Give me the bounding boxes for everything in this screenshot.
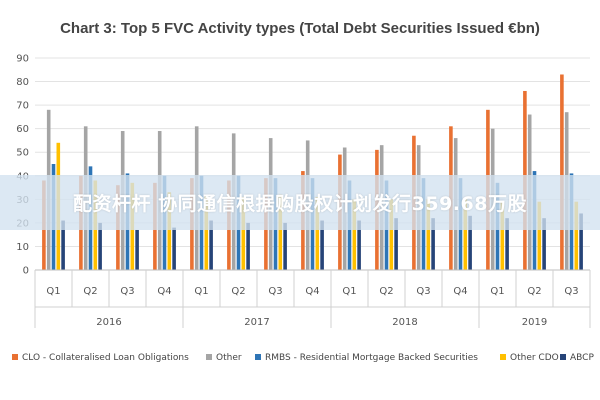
bar-abcp: [320, 220, 324, 270]
x-year-label: 2017: [244, 317, 269, 328]
legend-label: ABCP: [570, 353, 594, 363]
bar-abcp: [172, 227, 176, 270]
bar-abcp: [542, 218, 546, 270]
bar-abcp: [394, 218, 398, 270]
bar-abcp: [283, 222, 287, 270]
bar-abcp: [246, 222, 250, 270]
legend: CLO - Collateralised Loan Obligations Oth…: [12, 353, 594, 363]
x-tick-label: Q3: [564, 286, 578, 297]
legend-label: CLO - Collateralised Loan Obligations: [22, 353, 189, 363]
x-tick-label: Q1: [46, 286, 60, 297]
y-tick-label: 10: [16, 242, 29, 253]
bar-abcp: [431, 218, 435, 270]
bar-abcp: [579, 213, 583, 270]
overlay-banner-text: 配资杆杆 协同通信根据购股权计划发行359.68万股: [73, 193, 527, 215]
y-tick-label: 60: [16, 124, 29, 135]
x-tick-label: Q4: [157, 286, 171, 297]
x-tick-label: Q2: [527, 286, 541, 297]
x-tick-label: Q3: [416, 286, 430, 297]
chart-title: Chart 3: Top 5 FVC Activity types (Total…: [60, 20, 540, 37]
bar-other: [537, 201, 542, 270]
x-year-label: 2018: [392, 317, 417, 328]
y-tick-label: 90: [16, 54, 29, 65]
bar-other: [241, 196, 246, 270]
x-tick-label: Q1: [194, 286, 208, 297]
legend-swatch: [560, 354, 566, 360]
bar-abcp: [357, 220, 361, 270]
bar-abcp: [135, 229, 139, 270]
x-tick-label: Q3: [120, 286, 134, 297]
legend-swatch: [255, 354, 261, 360]
x-year-label: 2016: [96, 317, 121, 328]
x-axis: Q1 Q2 Q3 Q4 Q1 Q2 Q3 Q4 Q1 Q2 Q3 Q4 Q1 Q2 Q3 2016 2017 20…: [34, 269, 591, 328]
x-tick-label: Q2: [83, 286, 97, 297]
bar-abcp: [468, 215, 472, 270]
x-year-label: 2019: [522, 317, 547, 328]
bar-other: [167, 192, 172, 270]
bar-abcp: [98, 222, 102, 270]
overlay-banner: 配资杆杆 协同通信根据购股权计划发行359.68万股: [0, 175, 600, 230]
bar-abcp: [505, 218, 509, 270]
y-tick-label: 80: [16, 77, 29, 88]
bar-other: [315, 196, 320, 270]
bars: [42, 74, 583, 271]
bar-abcp: [61, 220, 65, 270]
bar-other: [426, 199, 431, 270]
bar-clo: [560, 74, 564, 271]
bar-other: [463, 199, 468, 270]
y-tick-label: 0: [23, 266, 29, 277]
x-tick-label: Q1: [490, 286, 504, 297]
legend-label: Other CDO: [510, 353, 559, 363]
bar-abcp: [209, 220, 213, 270]
legend-label: Other: [216, 353, 242, 363]
x-tick-label: Q1: [342, 286, 356, 297]
x-tick-label: Q2: [231, 286, 245, 297]
bar-other: [500, 201, 505, 270]
bar-other: [278, 194, 283, 270]
legend-swatch: [206, 354, 212, 360]
x-tick-label: Q3: [268, 286, 282, 297]
y-tick-label: 70: [16, 101, 29, 112]
x-tick-label: Q4: [305, 286, 319, 297]
bar-other: [204, 194, 209, 270]
y-axis-ticks: 0102030405060708090: [16, 54, 29, 277]
x-tick-label: Q4: [453, 286, 467, 297]
bar-other: [574, 201, 579, 270]
x-tick-label: Q2: [379, 286, 393, 297]
bar-other: [352, 199, 357, 270]
y-tick-label: 50: [16, 148, 29, 159]
bar-other: [389, 199, 394, 270]
legend-swatch: [500, 354, 506, 360]
legend-label: RMBS - Residential Mortgage Backed Secur…: [265, 353, 478, 363]
legend-swatch: [12, 354, 18, 360]
